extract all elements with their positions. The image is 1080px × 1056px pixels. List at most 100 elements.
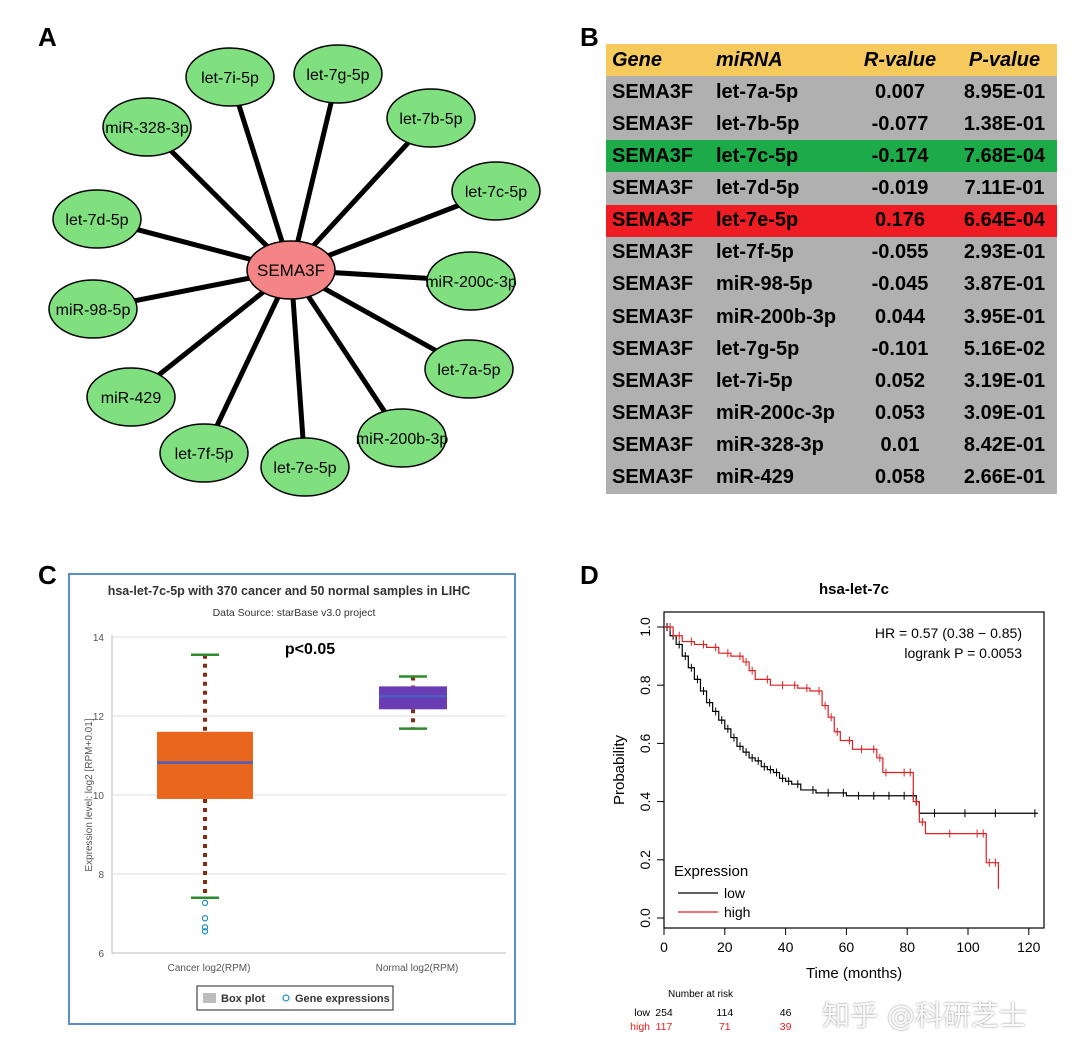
- outlier-point: [201, 915, 209, 922]
- network-node-label: miR-328-3p: [105, 120, 189, 137]
- legend-label: Gene expressions: [295, 993, 390, 1005]
- x-tick-label: 80: [899, 939, 915, 955]
- network-edge: [288, 268, 405, 440]
- network-node: let-7i-5p: [185, 47, 275, 107]
- legend-box: [196, 985, 394, 1011]
- risk-value: 254: [655, 1007, 673, 1019]
- table-row: SEMA3F miR-200c-3p 0.053 3.09E-01: [606, 397, 1057, 430]
- chart-title: hsa-let-7c-5p with 370 cancer and 50 nor…: [108, 584, 471, 598]
- legend-title: Expression: [674, 863, 748, 880]
- table-row: SEMA3F miR-200b-3p 0.044 3.95E-01: [606, 300, 1057, 334]
- table-row: SEMA3F let-7g-5p -0.101 5.16E-02: [606, 333, 1057, 366]
- table-header-row: Gene miRNA R-value P-value: [606, 44, 1057, 76]
- network-node-ellipse: [52, 189, 142, 249]
- y-tick-label: 0.8: [637, 675, 653, 695]
- cell-p: 3.95E-01: [963, 305, 1046, 328]
- network-node: miR-98-5p: [48, 279, 138, 339]
- cell-r: 0.044: [874, 305, 926, 328]
- y-tick-label: 14: [93, 633, 105, 644]
- table-row: SEMA3F miR-98-5p -0.045 3.87E-01: [606, 268, 1057, 301]
- legend-swatch-point: [282, 994, 290, 1002]
- network-node-ellipse: [159, 423, 249, 483]
- cell-p: 3.87E-01: [963, 273, 1046, 296]
- network-node-ellipse: [48, 279, 138, 339]
- network-edge: [201, 268, 294, 455]
- box-body: [379, 686, 447, 710]
- network-node: let-7c-5p: [451, 161, 541, 221]
- network-node-label: miR-200c-3p: [425, 274, 517, 291]
- network-node-ellipse: [451, 161, 541, 221]
- cell-p: 3.09E-01: [963, 401, 1046, 424]
- cell-r: -0.077: [871, 112, 929, 135]
- network-node-ellipse: [293, 44, 383, 104]
- header-r-value: R-value: [848, 44, 952, 76]
- x-tick-label: 40: [778, 939, 794, 955]
- network-edge: [288, 269, 308, 468]
- cell-p: 8.42E-01: [963, 434, 1046, 457]
- header-mirna: miRNA: [710, 44, 848, 76]
- risk-table-title: Number at risk: [668, 989, 734, 1000]
- cell-gene: SEMA3F: [612, 209, 694, 232]
- network-center-ellipse: [246, 240, 336, 300]
- cell-p: 5.16E-02: [963, 337, 1046, 360]
- y-tick-label: 6: [98, 949, 104, 960]
- cell-mirna: let-7e-5p: [716, 209, 799, 232]
- boxplot-panel: hsa-let-7c-5p with 370 cancer and 50 nor…: [68, 573, 516, 1025]
- cell-mirna: let-7f-5p: [716, 241, 794, 264]
- y-tick-label: 12: [93, 712, 105, 723]
- cell-mirna: let-7i-5p: [716, 369, 793, 392]
- header-p-value: P-value: [952, 44, 1057, 76]
- table-row: SEMA3F let-7d-5p -0.019 7.11E-01: [606, 172, 1057, 205]
- cell-r: -0.101: [871, 337, 929, 360]
- y-tick-label: 1.0: [637, 617, 653, 637]
- cell-r: -0.055: [871, 241, 929, 264]
- network-node-ellipse: [102, 97, 192, 157]
- network-node: let-7d-5p: [52, 189, 142, 249]
- network-node: let-7f-5p: [159, 423, 249, 483]
- x-tick-label: 60: [839, 939, 855, 955]
- header-gene: Gene: [606, 44, 710, 76]
- y-tick-label: 0.0: [637, 908, 653, 928]
- cell-gene: SEMA3F: [612, 369, 694, 392]
- network-node: let-7g-5p: [293, 44, 383, 104]
- x-tick-label: 0: [660, 939, 668, 955]
- network-node-label: miR-200b-3p: [356, 431, 449, 448]
- panel-letter-b: B: [580, 22, 599, 52]
- box-0: [157, 653, 253, 935]
- outlier-point: [201, 899, 209, 907]
- cell-r: 0.052: [874, 369, 926, 392]
- network-node: miR-200c-3p: [425, 251, 517, 311]
- x-tick-label: Normal log2(RPM): [376, 963, 459, 974]
- cell-mirna: miR-98-5p: [716, 273, 813, 296]
- y-tick-label: 0.2: [637, 850, 653, 870]
- network-node-label: let-7b-5p: [399, 111, 462, 128]
- y-axis-label: Expression level: log2 [RPM+0.01]: [84, 718, 95, 871]
- cell-p: 6.64E-04: [963, 209, 1046, 232]
- network-node-label: let-7f-5p: [175, 446, 234, 463]
- network-node-label: let-7g-5p: [306, 67, 369, 84]
- y-tick-label: 10: [93, 791, 105, 802]
- cell-mirna: miR-429: [716, 466, 794, 489]
- table-row: SEMA3F let-7i-5p 0.052 3.19E-01: [606, 365, 1057, 398]
- legend: Box plot Gene expressions: [196, 985, 394, 1011]
- cell-mirna: miR-328-3p: [716, 434, 824, 457]
- network-node-label: let-7i-5p: [201, 70, 259, 87]
- legend-label: Box plot: [221, 993, 265, 1005]
- chart-subtitle: Data Source: starBase v3.0 project: [213, 607, 376, 619]
- y-tick-label: 0.6: [637, 733, 653, 753]
- cell-gene: SEMA3F: [612, 401, 694, 424]
- cell-mirna: let-7c-5p: [716, 144, 799, 167]
- network-node-label: let-7d-5p: [65, 212, 128, 229]
- network-node: let-7a-5p: [424, 339, 514, 399]
- survival-curve-high: [664, 626, 999, 889]
- network-node-label: let-7a-5p: [437, 362, 500, 379]
- cell-gene: SEMA3F: [612, 176, 694, 199]
- network-node-label: miR-98-5p: [56, 302, 131, 319]
- cell-gene: SEMA3F: [612, 305, 694, 328]
- table-row: SEMA3F miR-429 0.058 2.66E-01: [606, 461, 1057, 494]
- cell-mirna: let-7d-5p: [716, 176, 800, 199]
- x-tick-label: 120: [1017, 939, 1041, 955]
- network-node: miR-200b-3p: [356, 408, 449, 468]
- cell-p: 2.66E-01: [963, 466, 1046, 489]
- network-node-ellipse: [424, 339, 514, 399]
